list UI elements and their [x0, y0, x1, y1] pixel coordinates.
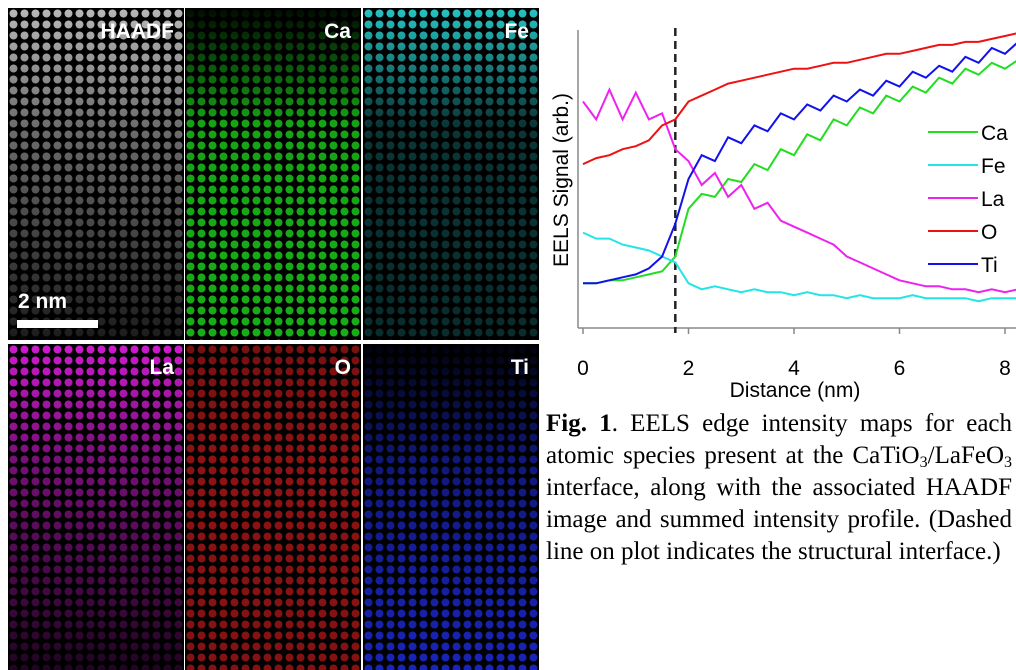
data-line	[583, 42, 1016, 285]
map-label: HAADF	[101, 20, 175, 43]
y-axis-label: EELS Signal (arb.)	[550, 93, 573, 267]
subscript: 3	[919, 454, 928, 471]
map-shading	[185, 8, 361, 340]
data-line	[582, 32, 1016, 166]
data-line	[582, 231, 1016, 303]
map-label: Fe	[504, 20, 529, 43]
subscript: 3	[1004, 454, 1012, 471]
map-shading	[363, 344, 539, 670]
scale-bar	[17, 320, 98, 328]
x-tick-label: 8	[999, 357, 1011, 380]
x-tick-label: 6	[894, 357, 906, 380]
map-label: Ca	[324, 20, 351, 43]
caption: Fig. 1. EELS edge intensity maps for eac…	[546, 408, 1012, 568]
x-tick-label: 4	[788, 357, 800, 380]
map-shading	[8, 8, 184, 340]
figure-label: Fig. 1	[546, 410, 612, 437]
x-axis-label: Distance (nm)	[730, 379, 861, 402]
map-label: Ti	[511, 356, 529, 379]
map-label: La	[149, 356, 174, 379]
scale-bar-label: 2 nm	[18, 290, 67, 313]
caption-text: interface, along with the associated HAA…	[546, 474, 1012, 565]
legend-label: Ca	[981, 122, 1008, 145]
data-line	[583, 60, 1016, 285]
map-label: O	[335, 356, 351, 379]
x-tick-label: 0	[577, 357, 589, 380]
caption-text: . EELS edge intensity maps for each atom…	[546, 410, 1013, 469]
x-tick-label: 2	[683, 357, 695, 380]
map-shading	[8, 344, 184, 670]
data-line	[582, 87, 1016, 294]
legend-label: O	[981, 221, 997, 244]
map-shading	[363, 8, 539, 340]
caption-text: /LaFeO	[927, 442, 1004, 469]
map-shading	[185, 344, 361, 670]
legend-label: Fe	[981, 155, 1006, 178]
legend-label: Ti	[981, 254, 998, 277]
legend-label: La	[981, 188, 1005, 211]
